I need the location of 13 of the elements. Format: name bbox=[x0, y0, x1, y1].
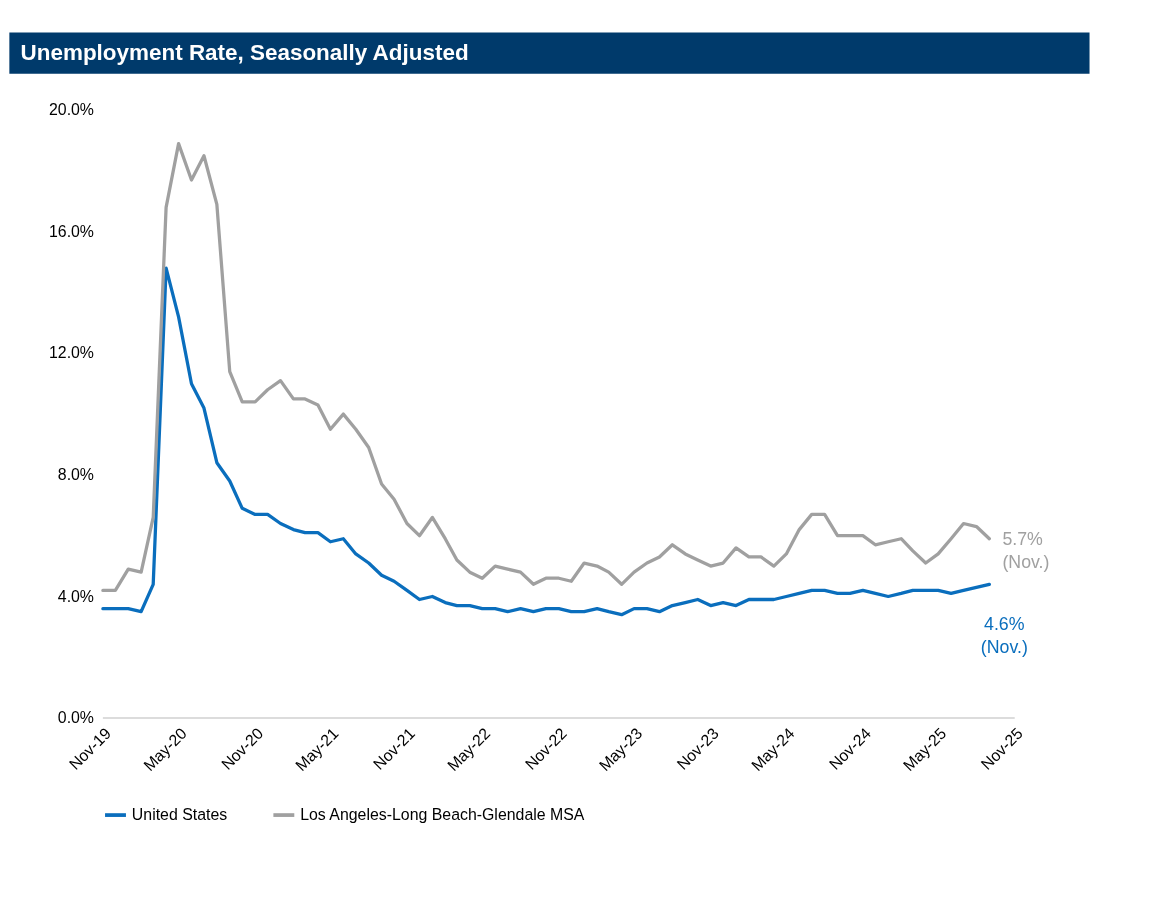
legend-label: Los Angeles-Long Beach-Glendale MSA bbox=[300, 805, 585, 823]
line-series bbox=[101, 266, 991, 617]
y-tick-label: 20.0% bbox=[48, 101, 94, 119]
y-tick-label: 4.0% bbox=[57, 587, 94, 605]
annotation: 5.7% (Nov.) bbox=[1002, 529, 1050, 572]
legend-label: United States bbox=[131, 805, 228, 823]
y-tick-label: 0.0% bbox=[57, 709, 94, 727]
chart-title: Unemployment Rate, Seasonally Adjusted bbox=[20, 39, 469, 65]
line-series bbox=[101, 141, 991, 593]
y-tick-label: 12.0% bbox=[48, 344, 94, 362]
y-tick-label: 16.0% bbox=[48, 222, 94, 240]
annotation: 4.6% (Nov.) bbox=[980, 614, 1028, 657]
y-tick-label: 8.0% bbox=[57, 466, 94, 484]
